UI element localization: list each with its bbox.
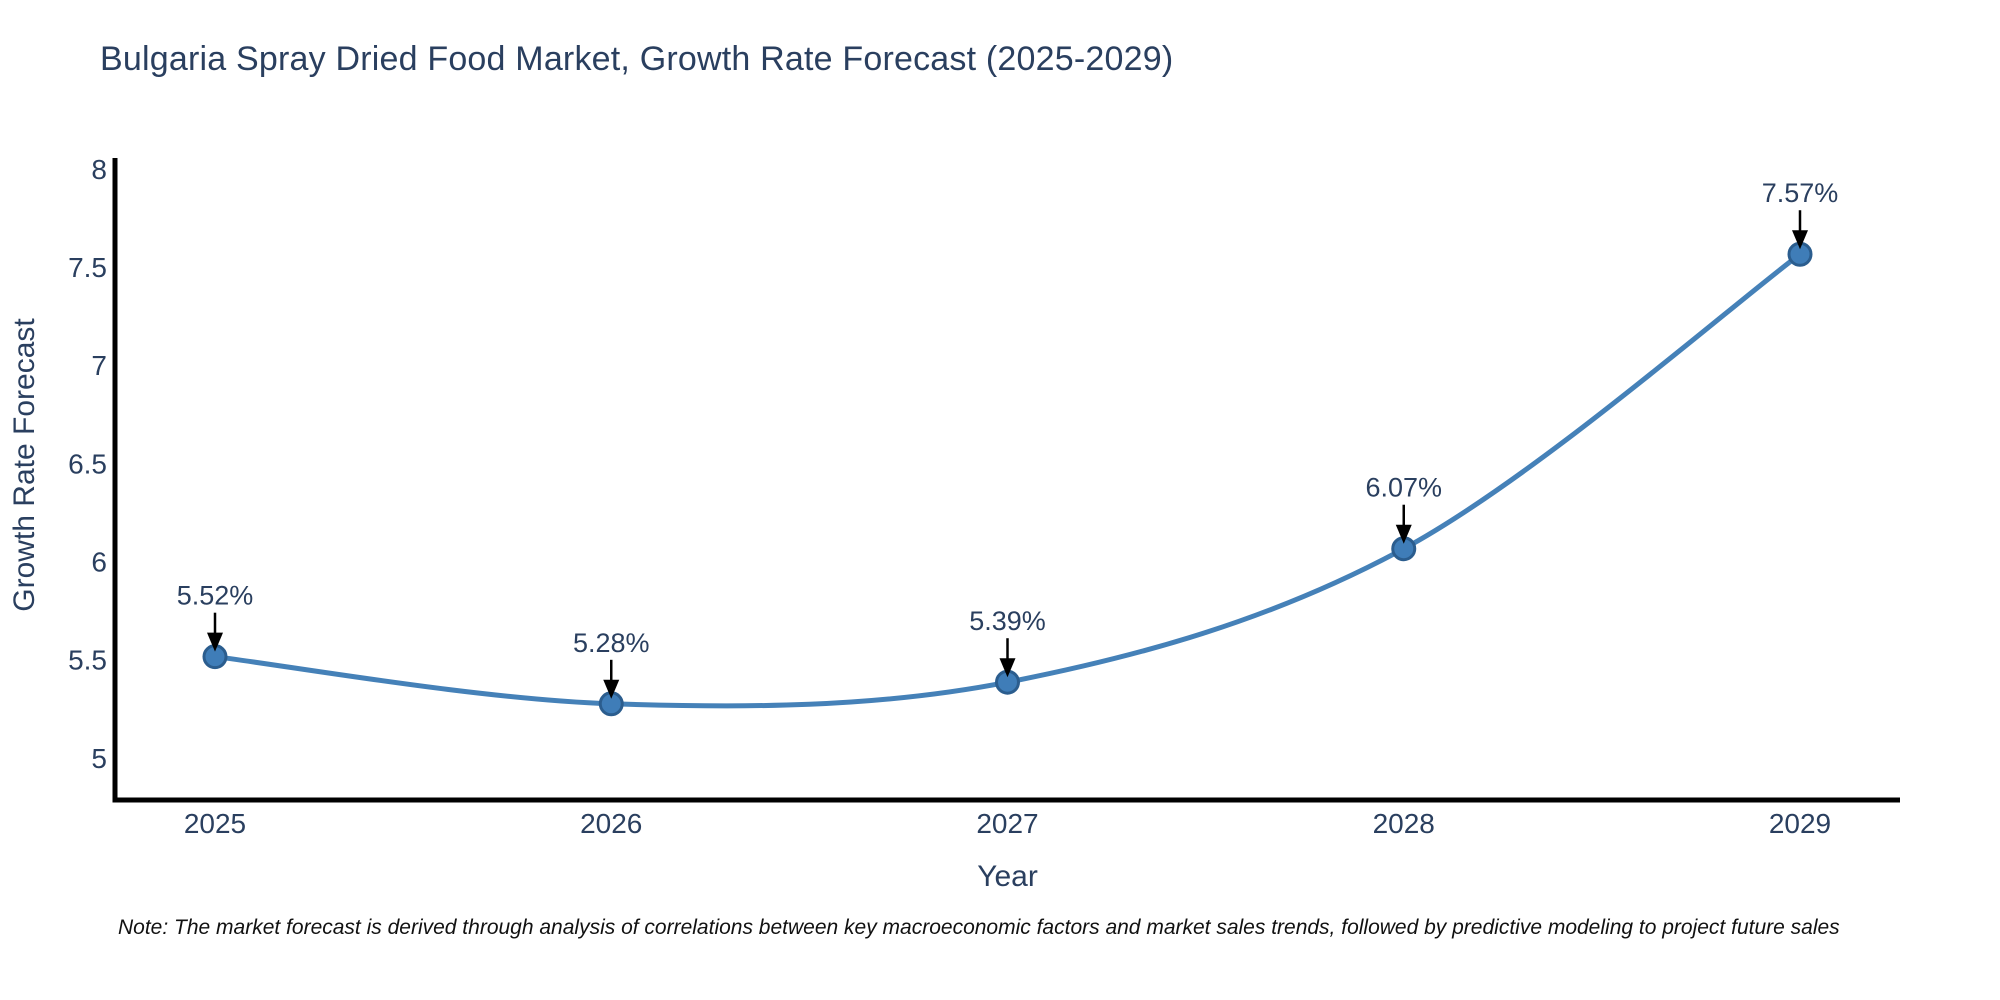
annotation-arrowhead-icon — [207, 632, 223, 652]
point-value-label: 7.57% — [1762, 178, 1839, 208]
annotation-arrowhead-icon — [603, 679, 620, 699]
point-value-label: 5.28% — [573, 628, 650, 658]
point-value-label: 6.07% — [1365, 473, 1442, 503]
y-tick-label: 8 — [91, 154, 107, 185]
point-value-label: 5.52% — [177, 581, 254, 611]
y-axis-title: Growth Rate Forecast — [8, 318, 41, 612]
y-tick-label: 6 — [91, 546, 107, 577]
forecast-line — [212, 251, 1803, 709]
x-tick-label: 2029 — [1769, 808, 1831, 839]
y-tick-label: 5 — [91, 743, 107, 774]
annotation-arrowhead-icon — [1792, 230, 1808, 250]
annotation-arrowhead-icon — [1395, 524, 1412, 544]
x-tick-label: 2028 — [1373, 808, 1435, 839]
y-tick-label: 7 — [91, 350, 107, 381]
footnote: Note: The market forecast is derived thr… — [118, 916, 1840, 939]
x-axis-title: Year — [977, 860, 1038, 893]
annotation-arrowhead-icon — [999, 658, 1016, 678]
chart-title: Bulgaria Spray Dried Food Market, Growth… — [100, 40, 1174, 78]
point-value-label: 5.39% — [969, 606, 1046, 636]
x-tick-label: 2026 — [580, 808, 642, 839]
y-tick-label: 5.5 — [68, 645, 107, 676]
x-tick-label: 2025 — [184, 808, 246, 839]
x-tick-label: 2027 — [976, 808, 1038, 839]
y-tick-label: 6.5 — [68, 448, 107, 479]
y-tick-label: 7.5 — [68, 252, 107, 283]
